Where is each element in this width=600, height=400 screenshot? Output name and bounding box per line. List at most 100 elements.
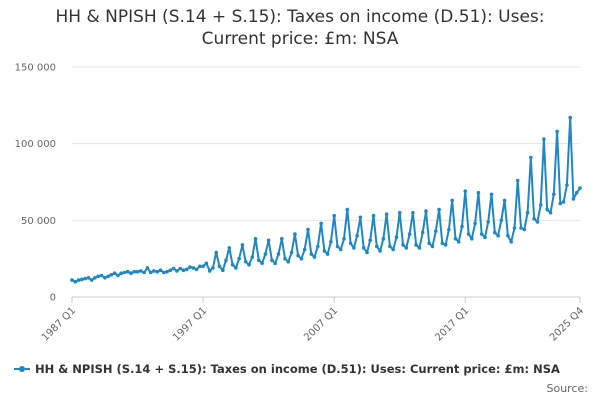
data-point[interactable] [493, 230, 497, 235]
data-point[interactable] [243, 259, 248, 264]
data-point[interactable] [460, 224, 464, 229]
data-point[interactable] [76, 278, 81, 282]
data-point[interactable] [535, 220, 540, 224]
data-point[interactable] [384, 212, 389, 216]
data-point[interactable] [132, 269, 137, 274]
data-point[interactable] [204, 261, 209, 266]
data-point[interactable] [483, 235, 487, 239]
data-point[interactable] [411, 210, 415, 215]
data-point[interactable] [299, 256, 304, 261]
data-point[interactable] [168, 268, 173, 273]
data-point[interactable] [578, 186, 582, 190]
data-point[interactable] [270, 258, 274, 263]
data-point[interactable] [112, 271, 117, 276]
data-point[interactable] [142, 270, 146, 275]
data-point[interactable] [306, 227, 310, 232]
data-point[interactable] [375, 244, 379, 249]
data-point[interactable] [329, 240, 333, 244]
data-point[interactable] [191, 266, 196, 270]
data-point[interactable] [122, 270, 127, 275]
data-point[interactable] [378, 249, 382, 253]
data-point[interactable] [434, 229, 438, 233]
data-point[interactable] [135, 269, 140, 274]
data-point[interactable] [116, 273, 120, 278]
data-point[interactable] [558, 201, 563, 206]
data-point[interactable] [371, 213, 376, 218]
data-point[interactable] [302, 247, 307, 252]
data-point[interactable] [437, 207, 441, 212]
data-point[interactable] [407, 232, 412, 236]
data-point[interactable] [486, 220, 491, 224]
data-point[interactable] [561, 200, 566, 204]
data-point[interactable] [361, 246, 366, 250]
data-point[interactable] [502, 198, 507, 203]
data-point[interactable] [93, 276, 97, 280]
data-point[interactable] [184, 267, 189, 272]
data-point[interactable] [463, 189, 468, 193]
data-point[interactable] [456, 240, 461, 244]
data-point[interactable] [365, 250, 369, 255]
data-point[interactable] [565, 183, 569, 187]
data-point[interactable] [230, 263, 235, 267]
data-point[interactable] [247, 263, 251, 267]
data-point[interactable] [152, 269, 156, 273]
data-point[interactable] [519, 226, 523, 230]
data-point[interactable] [276, 252, 281, 256]
data-point[interactable] [417, 246, 422, 250]
data-point[interactable] [253, 236, 258, 241]
data-point[interactable] [240, 243, 245, 247]
data-point[interactable] [250, 255, 255, 259]
data-point[interactable] [496, 233, 500, 238]
data-point[interactable] [129, 271, 133, 276]
data-point[interactable] [188, 265, 192, 269]
data-point[interactable] [352, 246, 356, 250]
data-point[interactable] [217, 264, 222, 269]
data-point[interactable] [470, 236, 474, 241]
data-point[interactable] [355, 233, 359, 238]
data-point[interactable] [552, 192, 556, 197]
data-point[interactable] [224, 258, 228, 263]
data-point[interactable] [555, 129, 559, 134]
data-point[interactable] [574, 190, 579, 195]
data-point[interactable] [106, 274, 110, 279]
data-point[interactable] [263, 252, 268, 256]
data-point[interactable] [109, 273, 114, 277]
data-point[interactable] [335, 244, 340, 249]
data-point[interactable] [499, 218, 504, 223]
data-point[interactable] [568, 115, 572, 120]
data-point[interactable] [319, 221, 323, 226]
data-point[interactable] [440, 241, 445, 246]
data-point[interactable] [522, 227, 527, 232]
data-point[interactable] [338, 247, 343, 252]
data-point[interactable] [214, 250, 218, 255]
data-point[interactable] [103, 276, 107, 280]
data-point[interactable] [316, 244, 320, 249]
data-point[interactable] [73, 279, 78, 284]
data-point[interactable] [119, 271, 123, 276]
data-point[interactable] [515, 178, 520, 183]
data-point[interactable] [538, 203, 543, 207]
data-point[interactable] [309, 252, 314, 256]
data-point[interactable] [83, 276, 87, 281]
data-point[interactable] [227, 246, 232, 250]
data-point[interactable] [489, 192, 494, 197]
data-point[interactable] [388, 244, 392, 249]
legend[interactable]: HH & NPISH (S.14 + S.15): Taxes on incom… [14, 362, 560, 376]
data-point[interactable] [332, 213, 337, 218]
data-point[interactable] [542, 137, 546, 141]
data-point[interactable] [548, 210, 553, 215]
data-point[interactable] [571, 197, 576, 201]
data-point[interactable] [194, 267, 199, 272]
data-point[interactable] [99, 273, 104, 278]
data-point[interactable] [479, 232, 484, 236]
data-point[interactable] [414, 243, 418, 247]
data-point[interactable] [447, 227, 451, 232]
data-point[interactable] [125, 269, 130, 274]
data-point[interactable] [289, 250, 294, 255]
data-point[interactable] [427, 241, 432, 246]
data-point[interactable] [296, 253, 300, 258]
data-point[interactable] [257, 258, 261, 263]
data-point[interactable] [453, 236, 458, 241]
data-point[interactable] [171, 266, 176, 271]
data-point[interactable] [280, 236, 284, 241]
